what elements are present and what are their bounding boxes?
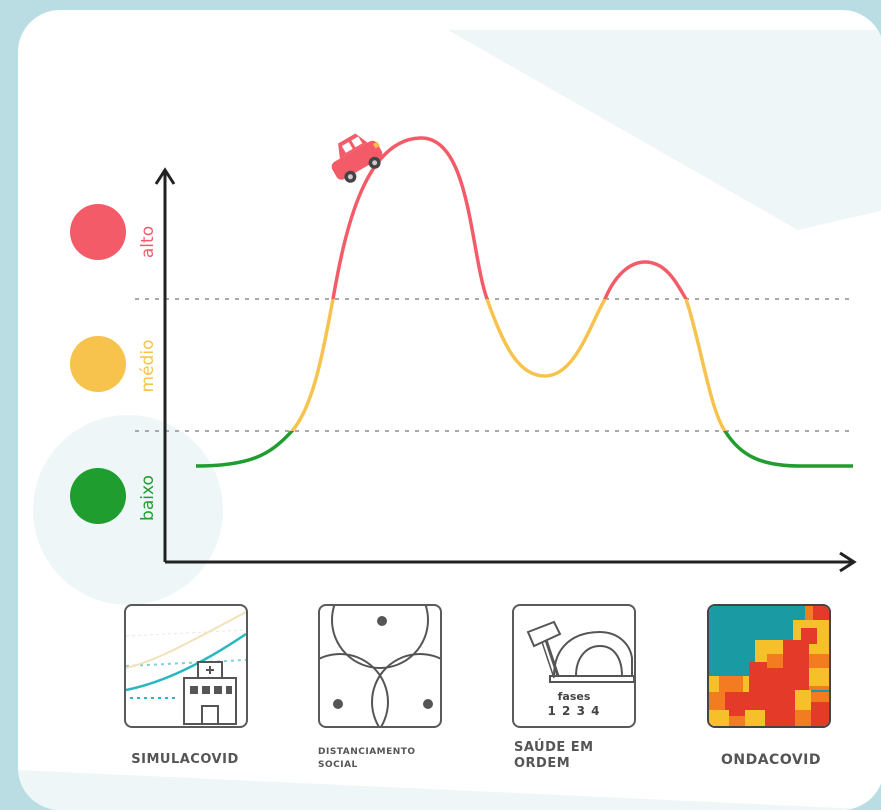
- fases-title: fases: [557, 690, 591, 703]
- distanciamento-label: DISTANCIAMENTO SOCIAL: [318, 746, 458, 772]
- saude-label: SAÚDE EM ORDEM: [514, 740, 654, 772]
- simulacovid-tile[interactable]: [124, 604, 248, 728]
- background-decoration: [18, 30, 881, 810]
- wave-low-segment: [194, 431, 855, 468]
- saude-label-line1: SAÚDE EM: [514, 740, 594, 755]
- saude-hammer-helmet-icon: [526, 620, 634, 683]
- distanciamento-label-line2: SOCIAL: [318, 760, 358, 770]
- simulacovid-label: SIMULACOVID: [131, 752, 239, 767]
- medium-level-dot: [70, 336, 126, 392]
- saude-em-ordem-tile[interactable]: fases 1 2 3 4: [512, 604, 636, 728]
- simulacovid-icon: [126, 611, 246, 725]
- fases-numbers: 1 2 3 4: [547, 704, 601, 718]
- wave-high-segment: [194, 136, 855, 299]
- ondacovid-tile[interactable]: [707, 604, 831, 728]
- ondacovid-label: ONDACOVID: [720, 752, 822, 768]
- low-level-dot: [70, 468, 126, 524]
- distanciamento-social-tile[interactable]: [318, 604, 442, 728]
- distanciamento-icon: [320, 606, 440, 726]
- high-level-dot: [70, 204, 126, 260]
- y-axis-arrow: [154, 167, 176, 185]
- x-axis-arrow: [839, 551, 857, 573]
- distanciamento-label-line1: DISTANCIAMENTO: [318, 747, 416, 757]
- car-icon: [331, 133, 383, 183]
- saude-label-line2: ORDEM: [514, 756, 571, 771]
- ondacovid-heatmap-icon: [709, 606, 829, 726]
- wave-medium-segment: [194, 299, 855, 431]
